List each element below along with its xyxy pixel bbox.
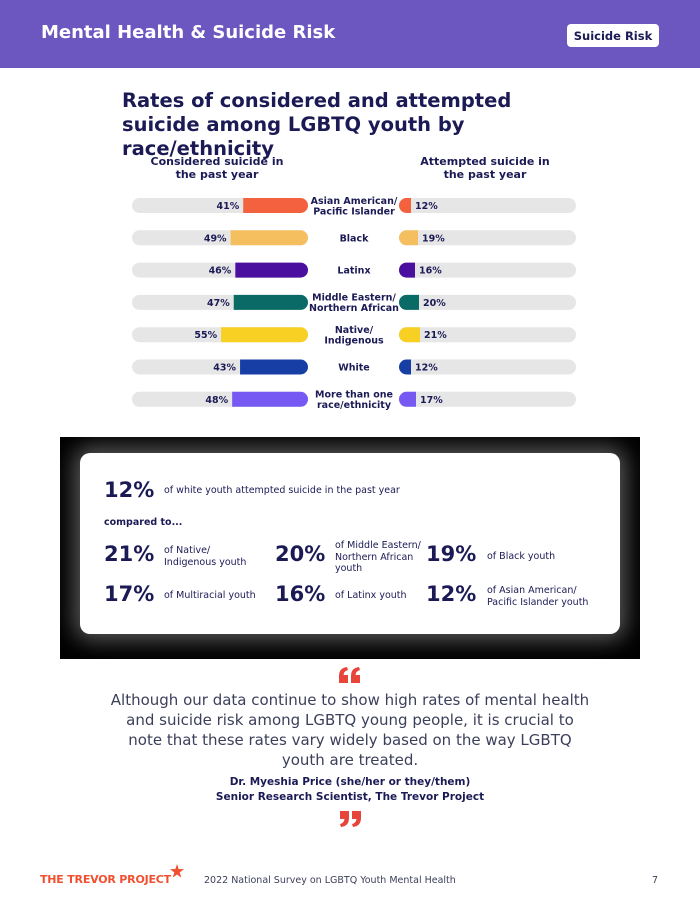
considered-series-label: Considered suicide in the past year — [150, 155, 284, 181]
page-number: 7 — [652, 875, 659, 886]
attempted-track — [399, 359, 576, 375]
comparison-value: 21% — [104, 542, 155, 566]
attempted-value-label: 17% — [420, 395, 443, 406]
considered-bar — [243, 198, 309, 213]
considered-bar — [232, 391, 309, 407]
considered-value-label: 41% — [216, 201, 239, 212]
comparison-value: 12% — [426, 582, 477, 606]
considered-value-label: 49% — [204, 233, 227, 244]
attempted-bar — [399, 230, 418, 246]
category-label: Latinx — [337, 266, 370, 277]
attempted-value-label: 19% — [422, 233, 445, 244]
comparison-text: of Multiracial youth — [164, 590, 256, 601]
comparison-value: 19% — [426, 542, 477, 566]
attempted-track — [399, 294, 576, 310]
attempted-series-label: Attempted suicide in the past year — [420, 155, 550, 181]
considered-value-label: 43% — [213, 363, 236, 374]
quote-author-role: Senior Research Scientist, The Trevor Pr… — [215, 791, 485, 803]
considered-bar — [235, 262, 309, 278]
attempted-value-label: 12% — [415, 363, 438, 374]
comparison-text: of Native/Indigenous youth — [164, 545, 247, 568]
category-label: Asian American/Pacific Islander — [311, 196, 398, 218]
attempted-bar — [399, 391, 416, 407]
comparison-value: 20% — [275, 542, 326, 566]
considered-bar — [230, 230, 309, 246]
comparison-value: 17% — [104, 582, 155, 606]
attempted-value-label: 20% — [423, 298, 446, 309]
considered-value-label: 48% — [205, 395, 228, 406]
quote-attribution: Dr. Myeshia Price (she/her or they/them)… — [150, 775, 550, 805]
butterfly-bar-chart: 41% 12% Asian American/Pacific Islander 49%… — [132, 196, 576, 412]
category-label: Native/Indigenous — [324, 325, 384, 347]
attempted-track — [399, 230, 576, 246]
attempted-value-label: 12% — [415, 201, 438, 212]
open-quote-icon — [339, 667, 360, 683]
white-youth-stat-text: of white youth attempted suicide in the … — [164, 485, 400, 496]
header-title: Mental Health & Suicide Risk — [41, 22, 336, 43]
comparison-text: of Black youth — [487, 551, 556, 562]
attempted-value-label: 16% — [419, 266, 442, 277]
close-quote-icon — [340, 811, 361, 827]
attempted-track — [399, 198, 576, 213]
comparison-text: of Asian American/Pacific Islander youth — [487, 585, 589, 608]
attempted-bar — [399, 198, 411, 213]
considered-value-label: 46% — [209, 266, 232, 277]
comparison-text: of Latinx youth — [335, 590, 407, 601]
page-header: Mental Health & Suicide Risk Suicide Ris… — [0, 0, 700, 68]
chart-title: Rates of considered and attempted suicid… — [122, 89, 512, 160]
attempted-track — [399, 327, 576, 343]
category-label: Black — [340, 233, 370, 244]
attempted-bar — [399, 294, 419, 310]
white-youth-stat-value: 12% — [104, 478, 155, 502]
quote-author: Dr. Myeshia Price (she/her or they/them) — [229, 776, 471, 788]
compared-to-label: compared to... — [104, 517, 183, 528]
considered-bar — [240, 359, 309, 375]
section-badge[interactable]: Suicide Risk — [567, 24, 659, 47]
comparison-card — [80, 453, 620, 634]
attempted-bar — [399, 359, 411, 375]
attempted-bar — [399, 327, 420, 343]
considered-bar — [233, 294, 309, 310]
quote-text: Although our data continue to show high … — [110, 691, 590, 769]
considered-value-label: 55% — [194, 330, 217, 341]
trevor-project-logo[interactable]: THE TREVOR PROJECT — [40, 873, 171, 886]
attempted-track — [399, 391, 576, 407]
category-label: White — [338, 363, 369, 374]
survey-name: 2022 National Survey on LGBTQ Youth Ment… — [204, 875, 456, 886]
category-label: Middle Eastern/Northern African — [309, 293, 399, 315]
comparison-text: of Middle Eastern/Northern African youth — [335, 540, 421, 574]
attempted-value-label: 21% — [424, 330, 447, 341]
attempted-bar — [399, 262, 415, 278]
category-label: More than one race/ethnicity — [315, 390, 393, 412]
star-icon — [170, 864, 184, 878]
considered-value-label: 47% — [207, 298, 230, 309]
attempted-track — [399, 262, 576, 278]
considered-bar — [221, 327, 309, 343]
comparison-value: 16% — [275, 582, 326, 606]
